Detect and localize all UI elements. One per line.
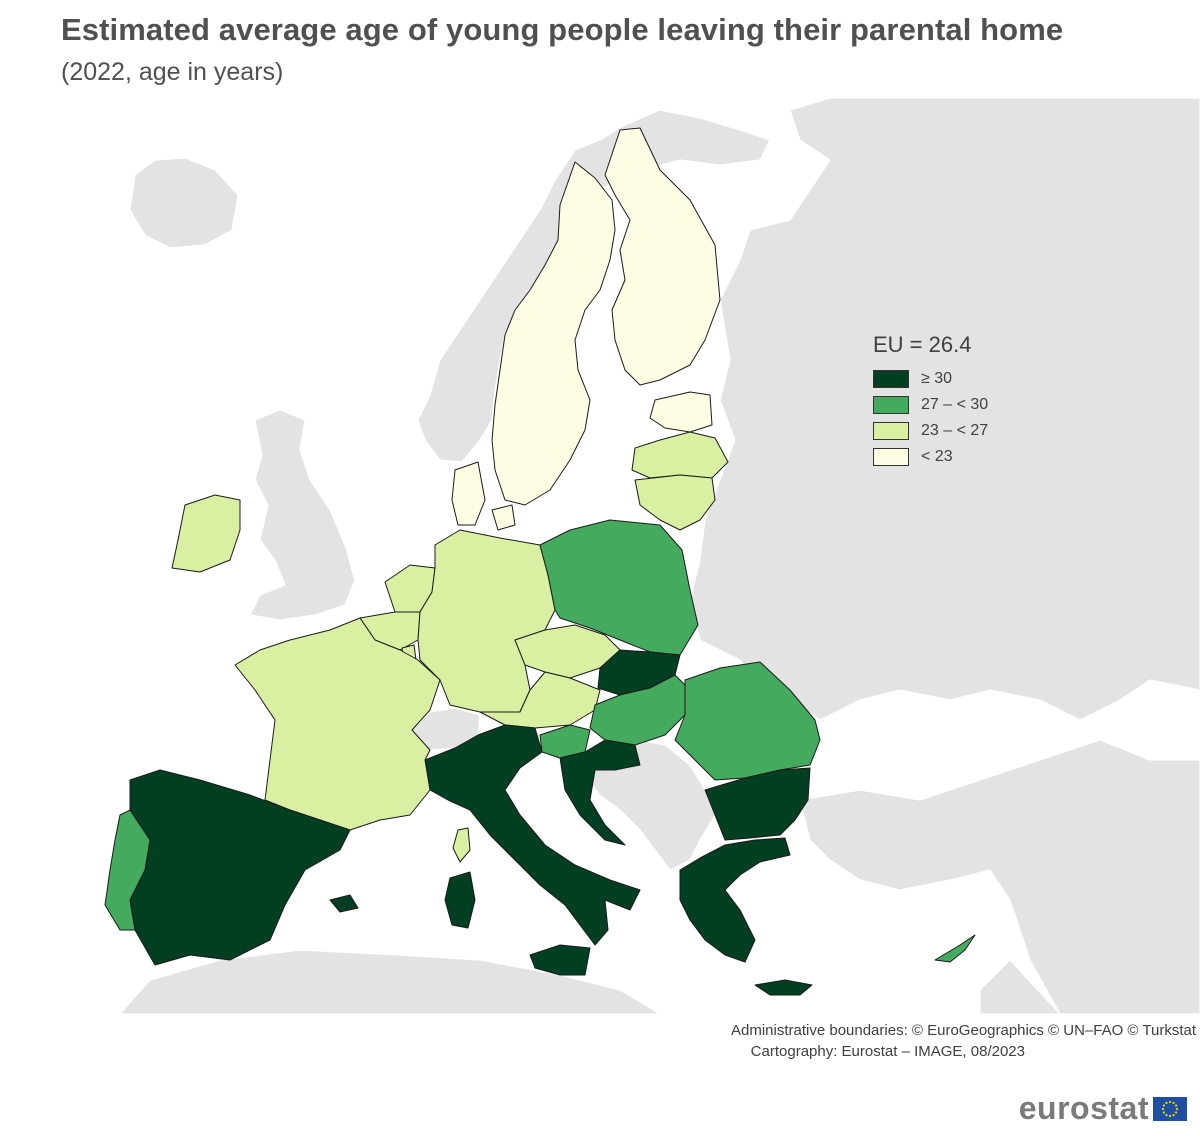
legend-label: 27 – < 30 — [921, 396, 989, 413]
country-greece-crete — [754, 979, 813, 996]
country-cyprus — [934, 934, 976, 963]
turkey-land — [799, 739, 1200, 1014]
map-title: Estimated average age of young people le… — [61, 12, 1064, 47]
north-africa-land — [119, 949, 662, 1014]
credits-cartography: Cartography: Eurostat – IMAGE, 08/2023 — [750, 1043, 1025, 1060]
country-lithuania — [634, 474, 716, 531]
country-france-corsica — [452, 827, 471, 863]
country-estonia — [649, 391, 713, 433]
iceland — [129, 157, 239, 249]
map-area — [60, 98, 1200, 1014]
switzerland — [411, 707, 481, 751]
country-spain-balearics — [329, 894, 359, 913]
non-eu-land — [119, 98, 1200, 1014]
eu-flag-icon — [1153, 1096, 1187, 1121]
legend-swatch-medium-green — [873, 396, 909, 414]
country-italy-sicily — [529, 944, 591, 976]
country-bulgaria — [704, 767, 811, 841]
credits: Administrative boundaries: © EuroGeograp… — [731, 1020, 1196, 1062]
legend-swatch-light-green — [873, 422, 909, 440]
legend-item: < 23 — [873, 444, 988, 470]
country-ireland — [171, 494, 241, 573]
eu-countries — [104, 127, 976, 996]
europe-map — [60, 98, 1200, 1014]
levant-land — [979, 959, 1061, 1014]
legend-item: 27 – < 30 — [873, 392, 988, 418]
legend-label: < 23 — [921, 448, 953, 465]
country-latvia — [631, 431, 729, 479]
legend-title: EU = 26.4 — [873, 332, 972, 357]
logo-text: eurostat — [1018, 1090, 1149, 1126]
country-denmark — [451, 461, 486, 526]
legend-label: 23 – < 27 — [921, 422, 989, 439]
great-britain — [249, 409, 356, 621]
western-balkans — [578, 739, 716, 871]
country-greece — [679, 837, 791, 963]
legend-item: ≥ 30 — [873, 366, 988, 392]
map-subtitle: (2022, age in years) — [61, 58, 284, 86]
country-finland — [604, 127, 721, 386]
legend-swatch-pale-yellow — [873, 448, 909, 466]
eurostat-logo: eurostat — [1019, 1090, 1187, 1127]
legend-swatch-dark-green — [873, 370, 909, 388]
country-croatia — [559, 739, 641, 846]
legend-label: ≥ 30 — [921, 370, 953, 387]
country-sweden — [491, 161, 616, 506]
country-denmark-islands — [491, 504, 516, 531]
country-romania — [674, 661, 821, 781]
country-italy-sardinia — [444, 871, 476, 929]
legend-item: 23 – < 27 — [873, 418, 988, 444]
map-legend: EU = 26.4 ≥ 30 27 – < 30 23 – < 27 < 23 — [873, 332, 988, 470]
country-france — [234, 617, 441, 831]
country-portugal — [104, 809, 151, 931]
credits-boundaries: Administrative boundaries: © EuroGeograp… — [730, 1022, 1196, 1039]
country-italy — [424, 724, 641, 946]
